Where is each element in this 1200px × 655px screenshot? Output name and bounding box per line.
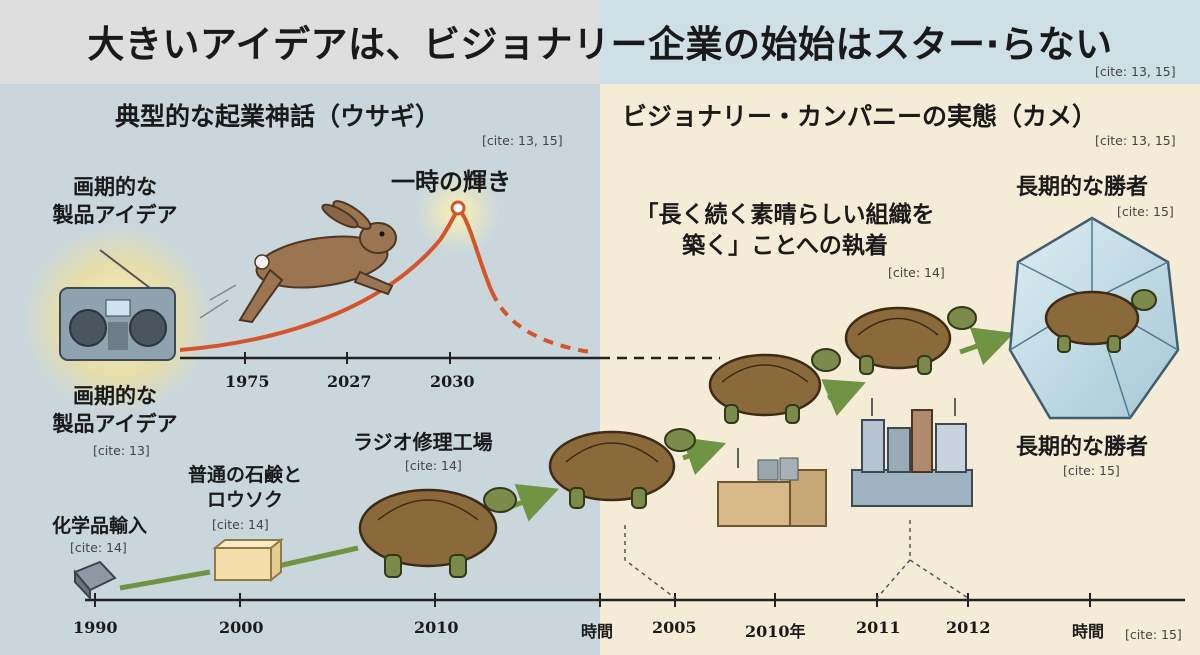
package-icon — [73, 560, 117, 601]
title-cite: [cite: 13, 15] — [1095, 64, 1176, 79]
axis-label: 時間 — [1072, 622, 1105, 641]
winner-label-bottom: 長期的な勝者 — [1016, 435, 1149, 460]
axis-cite: [cite: 15] — [1125, 627, 1182, 642]
step-cite: [cite: 14] — [70, 540, 127, 555]
axis-label: 1990 — [73, 618, 118, 637]
right-heading-cite: [cite: 13, 15] — [1095, 133, 1176, 148]
product-idea-cite: [cite: 13] — [93, 443, 150, 458]
rabbit-icon — [199, 200, 397, 324]
tortoise-icon — [548, 428, 696, 509]
leader-lines — [624, 520, 969, 599]
axis-label: 2010 — [414, 618, 459, 637]
commitment-label: 「長く続く素晴らしい組織を 築く」ことへの執着 — [635, 202, 935, 259]
soap-icon — [212, 537, 284, 583]
title-band-right — [600, 0, 1200, 84]
axis-label: 2000 — [219, 618, 264, 637]
year-label: 2027 — [327, 372, 372, 391]
year-label: 1975 — [225, 372, 270, 391]
tortoise-icon — [844, 306, 977, 375]
step-cite: [cite: 14] — [212, 517, 269, 532]
left-heading: 典型的な起業神話（ウサギ） — [115, 102, 441, 131]
commitment-cite: [cite: 14] — [888, 265, 945, 280]
step-label: 化学品輸入 — [52, 515, 148, 537]
product-idea-label-bottom: 画期的な 製品アイデア — [52, 384, 178, 436]
tortoise-icon — [358, 487, 517, 578]
left-heading-cite: [cite: 13, 15] — [482, 133, 563, 148]
axis-label: 2005 — [652, 618, 697, 637]
step-label: ラジオ修理工場 — [353, 430, 493, 454]
factory-icon — [851, 398, 973, 507]
crystal-icon — [1008, 216, 1180, 420]
winner-label-top: 長期的な勝者 — [1016, 175, 1149, 200]
winner-cite-bottom: [cite: 15] — [1063, 463, 1120, 478]
year-label: 2030 — [430, 372, 475, 391]
axis-label: 時間 — [581, 622, 614, 641]
axis-label: 2011 — [856, 618, 901, 637]
step-cite: [cite: 14] — [405, 458, 462, 473]
winner-cite-top: [cite: 15] — [1117, 204, 1174, 219]
hype-curve — [179, 170, 591, 354]
axis-label: 2010年 — [745, 622, 806, 641]
title-band — [0, 0, 600, 84]
page-title: 大きいアイデアは、ビジョナリー企業の始始はスター·らない — [87, 23, 1113, 66]
axis-label: 2012 — [946, 618, 991, 637]
step-label: 普通の石鹸と ロウソク — [187, 464, 302, 511]
tortoise-icon — [708, 348, 841, 424]
radio-icon — [23, 225, 213, 415]
peak-label: 一時の輝き — [391, 168, 511, 196]
product-idea-label-top: 画期的な 製品アイデア — [52, 175, 178, 227]
right-heading: ビジョナリー・カンパニーの実態（カメ） — [622, 102, 1098, 131]
warehouse-icon — [717, 448, 827, 527]
